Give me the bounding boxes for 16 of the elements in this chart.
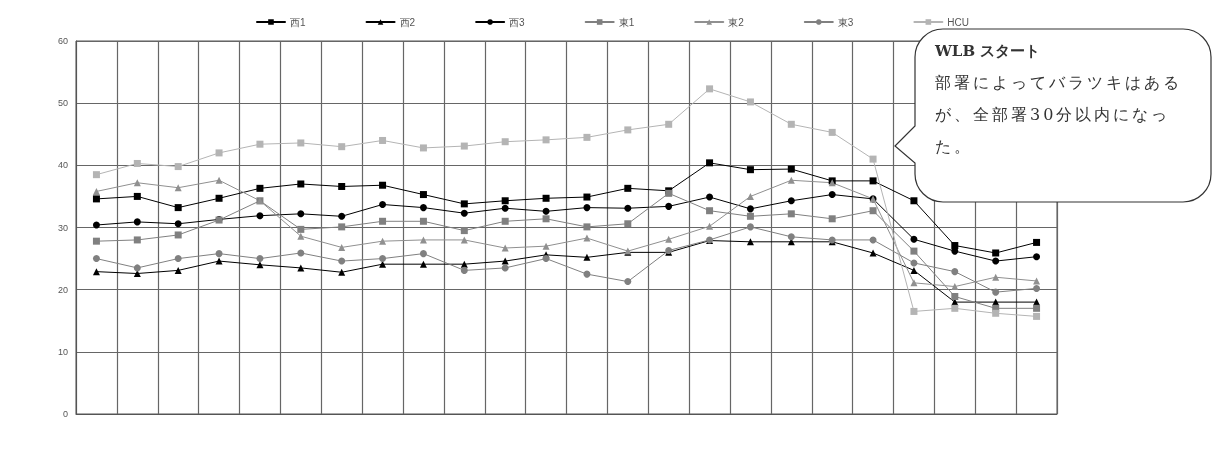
legend-label: 東1 — [618, 16, 635, 28]
y-tick-label: 20 — [57, 284, 68, 295]
legend-label: 東3 — [837, 16, 854, 28]
legend-label: HCU — [947, 16, 970, 28]
annotation: 部署によってバラツキはあるが、全部署30分以内になった。 — [935, 72, 1183, 158]
y-tick-label: 0 — [62, 409, 68, 419]
y-tick-label: 40 — [57, 160, 68, 171]
y-tick-label: 50 — [57, 98, 68, 109]
legend-label: 西2 — [399, 16, 416, 28]
legend-label: 東2 — [728, 16, 745, 28]
annotation: WLB スタート — [935, 42, 1042, 61]
y-tick-label: 60 — [57, 36, 68, 46]
legend-label: 西1 — [289, 16, 306, 28]
y-tick-label: 10 — [57, 346, 68, 357]
y-tick-label: 30 — [57, 222, 68, 233]
legend-label: 西3 — [509, 16, 526, 28]
